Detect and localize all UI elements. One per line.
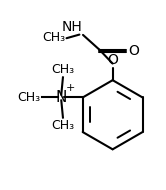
Text: CH₃: CH₃: [51, 63, 75, 76]
Text: +: +: [66, 83, 75, 93]
Text: O: O: [128, 44, 139, 58]
Text: CH₃: CH₃: [43, 31, 66, 44]
Text: O: O: [107, 53, 118, 67]
Text: CH₃: CH₃: [51, 119, 75, 132]
Text: CH₃: CH₃: [17, 91, 40, 104]
Text: N: N: [56, 90, 67, 105]
Text: NH: NH: [61, 20, 82, 34]
